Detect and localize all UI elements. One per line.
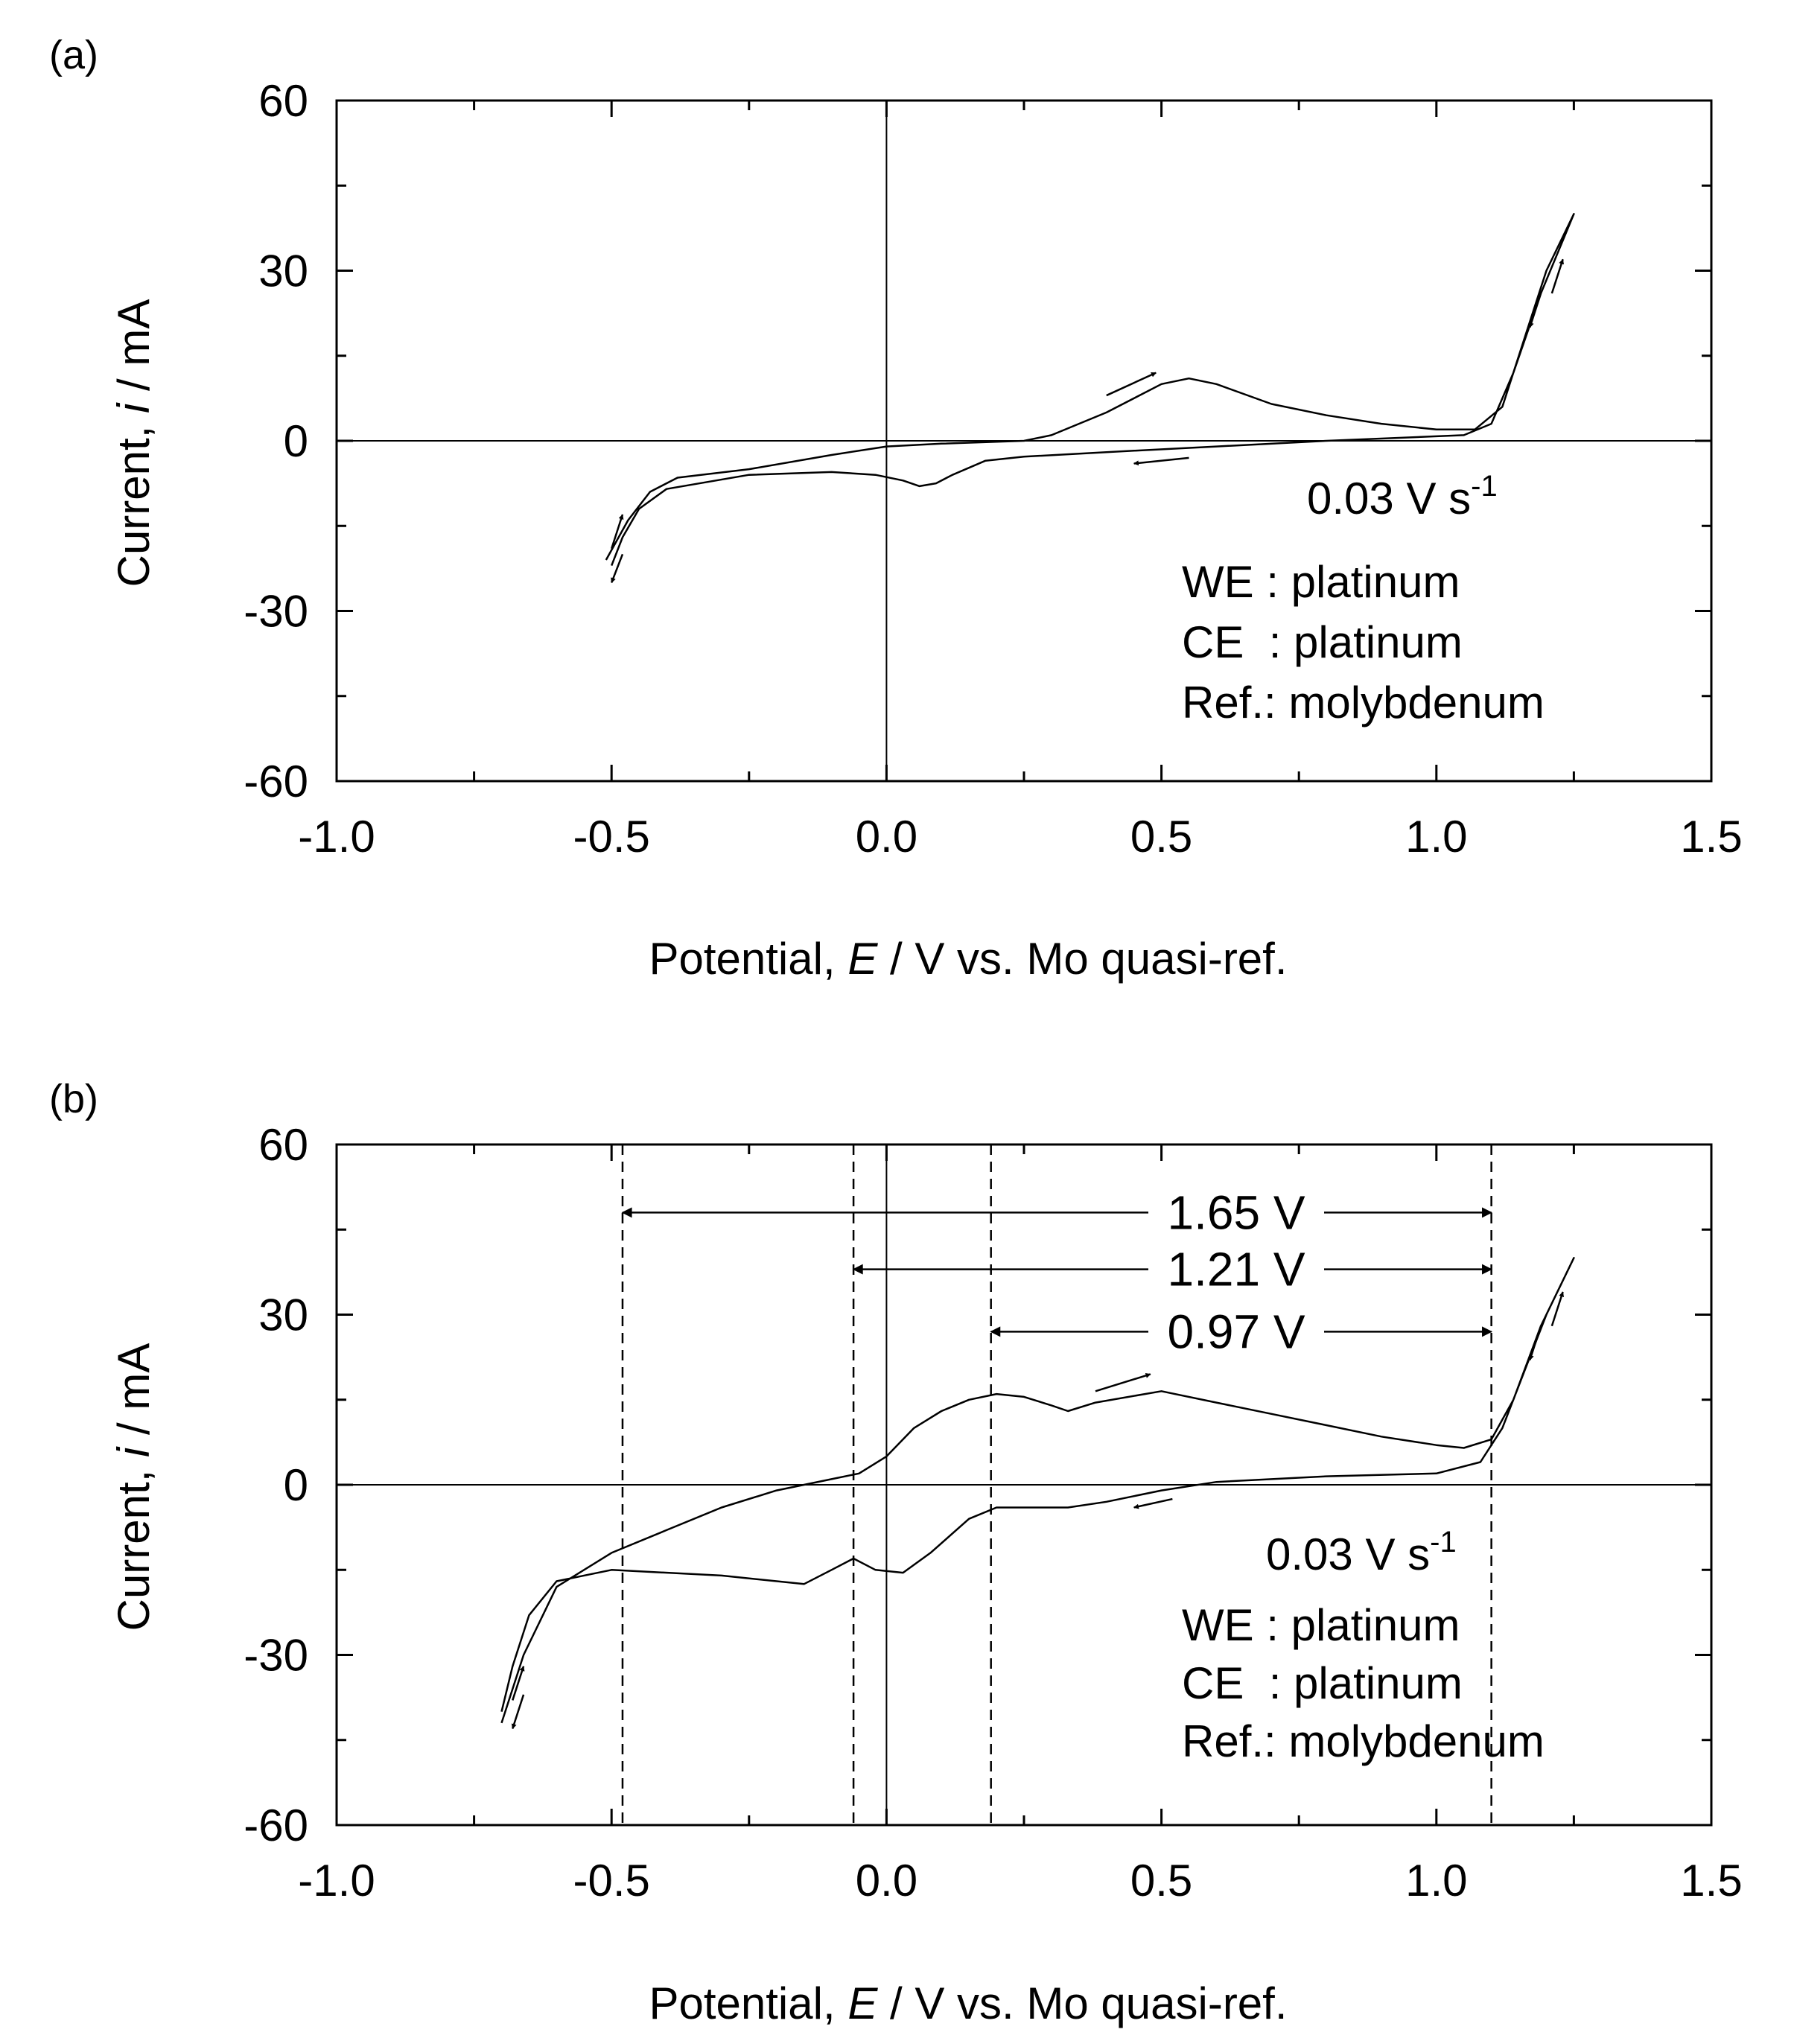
- plot-area: -1.0 -0.5 0.0 0.5 1.0 1.5 -60 -30 0 30 60 1.65 V1.2…: [244, 1120, 1742, 1905]
- scan-direction-arrow: [511, 1694, 525, 1730]
- panel-label: (b): [49, 1077, 98, 1121]
- scan-direction-arrow: [512, 1666, 525, 1701]
- cv-curve: [500, 1257, 1575, 1724]
- legend-line-ref: Ref.: molybdenum: [1182, 1716, 1545, 1766]
- potential-window-label: 0.97 V: [1167, 1305, 1305, 1358]
- x-tick-label: -1.0: [298, 1856, 375, 1905]
- scan-direction-arrow: [1106, 372, 1157, 397]
- cv-curve: [605, 213, 1575, 567]
- y-tick-label: -30: [244, 1631, 308, 1681]
- scan-direction-arrow: [1133, 456, 1189, 466]
- y-tick-label: 0: [284, 1460, 308, 1510]
- potential-window-label: 1.21 V: [1167, 1243, 1305, 1296]
- panel-b: (b) -1.0 -0.5 0.0 0.5 1.0 1.5 -60 -30 0 30 60 1.65 …: [49, 1077, 1743, 2028]
- x-tick-label: 1.0: [1405, 1856, 1467, 1905]
- scan-direction-arrow: [611, 553, 624, 584]
- x-tick-label: -0.5: [573, 1856, 650, 1905]
- x-tick-label: 1.5: [1680, 812, 1742, 862]
- y-axis-title: Current, i / mA: [109, 1343, 159, 1631]
- x-tick-label: 0.5: [1130, 812, 1192, 862]
- y-tick-label: 30: [258, 1290, 308, 1340]
- x-tick-label: 1.0: [1405, 812, 1467, 862]
- legend-line-we: WE : platinum: [1182, 557, 1460, 607]
- span-label-background: [1148, 1239, 1324, 1299]
- x-tick-label: 0.0: [856, 1856, 917, 1905]
- x-tick-label: -0.5: [573, 812, 650, 862]
- annotation-group: 0.03 V s-1 WE : platinum CE : platinum R…: [1182, 470, 1545, 728]
- y-tick-label: -30: [244, 587, 308, 637]
- potential-window-label: 1.65 V: [1167, 1185, 1305, 1239]
- scan-direction-arrow: [1528, 1325, 1542, 1361]
- plot-area: -1.0 -0.5 0.0 0.5 1.0 1.5 -60 -30 0 30 60: [244, 76, 1742, 862]
- x-tick-label: -1.0: [298, 812, 375, 862]
- x-tick-label: 1.5: [1680, 1856, 1742, 1905]
- x-tick-label: 0.5: [1130, 1856, 1192, 1905]
- span-label-background: [1148, 1302, 1324, 1362]
- y-tick-label: 0: [284, 416, 308, 466]
- y-tick-label: 60: [258, 1120, 308, 1170]
- legend-line-ref: Ref.: molybdenum: [1182, 678, 1545, 728]
- scan-direction-arrow: [611, 514, 624, 550]
- x-axis-title: Potential, E / V vs. Mo quasi-ref.: [649, 1978, 1287, 2028]
- scan-direction-arrow: [1550, 1291, 1565, 1327]
- x-tick-label: 0.0: [856, 812, 917, 862]
- panel-a: (a) -1.0 -0.5 0.0 0.5 1.0 1.5 -60 -30 0 30 60 0.03…: [49, 33, 1743, 984]
- scan-direction-arrow: [1528, 293, 1542, 328]
- annotation-group: 0.03 V s-1 WE : platinum CE : platinum R…: [1182, 1526, 1545, 1766]
- y-tick-label: 30: [258, 246, 308, 296]
- scan-direction-arrow: [1095, 1372, 1151, 1392]
- scan-rate-label: 0.03 V s-1: [1266, 1526, 1457, 1579]
- y-tick-label: 60: [258, 76, 308, 126]
- y-tick-label: -60: [244, 757, 308, 806]
- legend-line-we: WE : platinum: [1182, 1600, 1460, 1650]
- panel-label: (a): [49, 33, 98, 77]
- legend-line-ce: CE : platinum: [1182, 617, 1463, 667]
- span-label-background: [1148, 1182, 1324, 1243]
- scan-direction-arrow: [1133, 1497, 1173, 1509]
- y-tick-label: -60: [244, 1801, 308, 1850]
- y-axis-title: Current, i / mA: [109, 299, 159, 588]
- scan-rate-label: 0.03 V s-1: [1307, 470, 1498, 523]
- x-axis-title: Potential, E / V vs. Mo quasi-ref.: [649, 934, 1287, 984]
- scan-direction-arrow: [1550, 258, 1565, 294]
- legend-line-ce: CE : platinum: [1182, 1658, 1463, 1708]
